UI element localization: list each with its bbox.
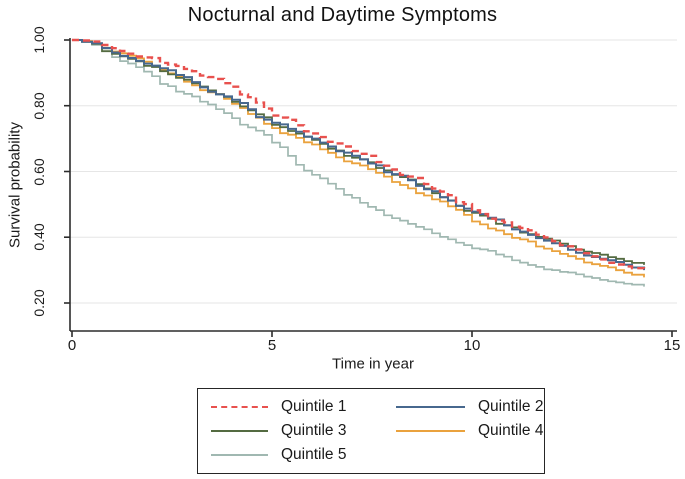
legend: Quintile 1 Quintile 2 Quintile 3 Quintil… [197,388,545,474]
curve-quintile-5 [72,39,645,287]
legend-key-quintile-5 [211,454,268,457]
legend-label-quintile-1: Quintile 1 [281,397,347,415]
chart-title: Nocturnal and Daytime Symptoms [187,4,498,26]
y-tick-label: 0.60 [31,157,47,186]
legend-label-quintile-3: Quintile 3 [281,421,347,439]
legend-key-quintile-2 [396,405,465,408]
y-tick-label: 0.20 [31,289,47,317]
x-tick-label: 0 [67,337,77,354]
legend-key-quintile-1 [211,405,268,408]
legend-label-quintile-5: Quintile 5 [281,446,347,464]
y-axis-label: Survival probability [6,122,24,248]
curve-quintile-2 [72,39,645,271]
gridlines [70,39,677,304]
x-axis-label: Time in year [332,355,414,373]
curve-quintile-1 [72,38,646,272]
y-tick-label: 0.80 [31,92,47,120]
x-tick-label: 10 [463,337,481,354]
survival-curves [72,38,646,287]
legend-key-quintile-4 [396,429,465,432]
y-tick-label: 1.00 [31,26,47,54]
x-tick-label: 15 [663,337,681,354]
legend-label-quintile-4: Quintile 4 [478,421,544,439]
x-tick-label: 5 [267,337,277,354]
legend-label-quintile-2: Quintile 2 [478,397,544,415]
axes [64,38,677,337]
curve-quintile-3 [72,39,645,265]
y-tick-label: 0.40 [31,223,47,251]
legend-key-quintile-3 [211,429,268,432]
